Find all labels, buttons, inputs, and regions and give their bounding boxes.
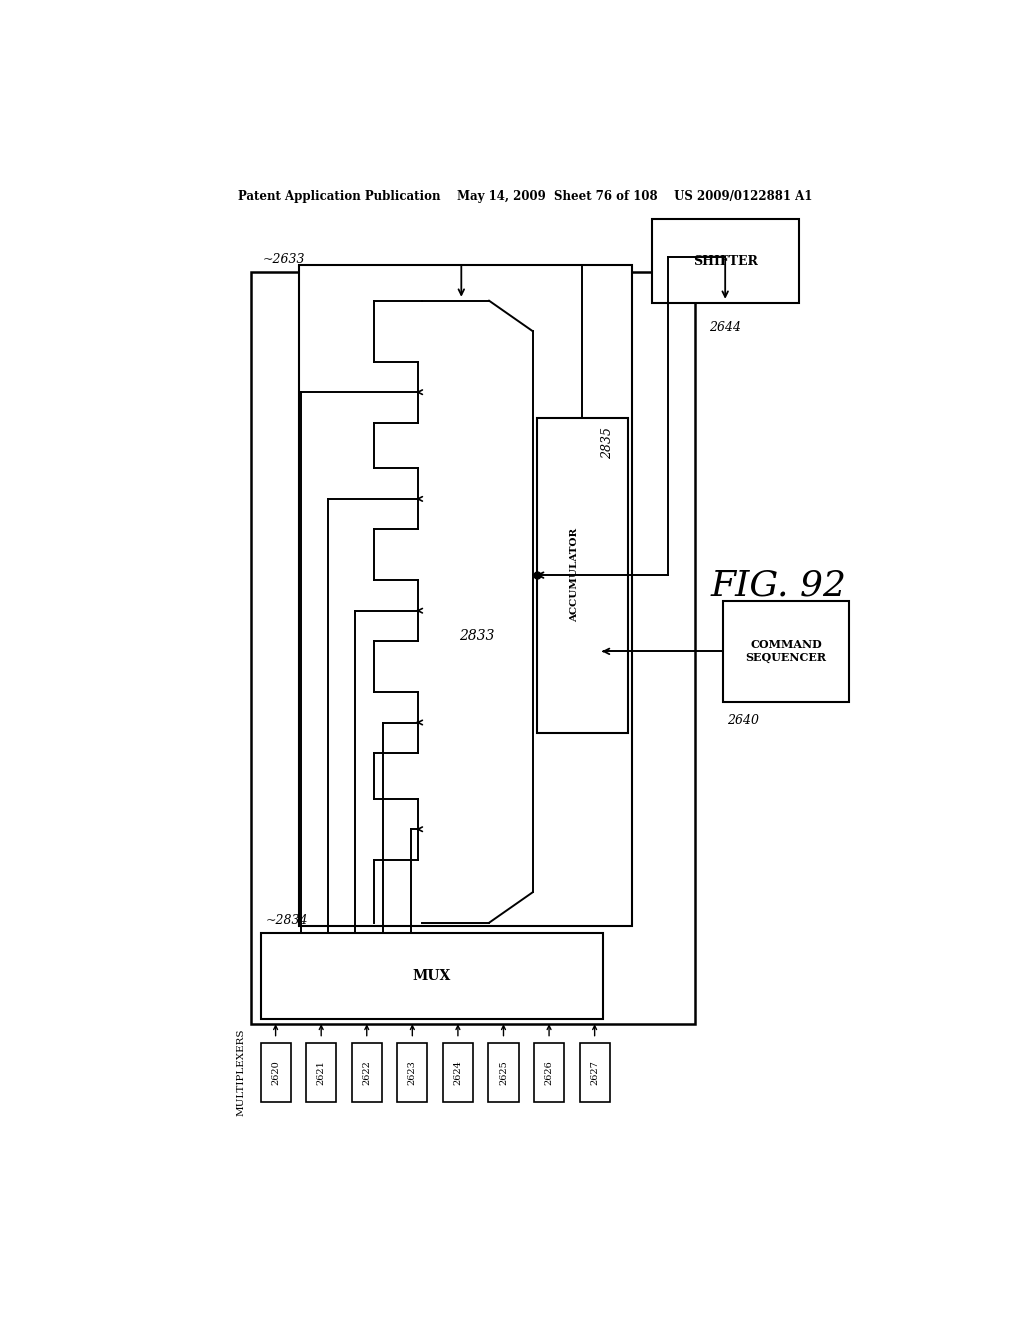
Text: 2623: 2623 xyxy=(408,1060,417,1085)
Text: 2835: 2835 xyxy=(601,426,614,459)
Bar xyxy=(488,1043,518,1102)
Text: 2833: 2833 xyxy=(460,630,495,643)
Bar xyxy=(442,1043,473,1102)
Text: FIG. 92: FIG. 92 xyxy=(711,569,847,602)
Text: SHIFTER: SHIFTER xyxy=(693,255,758,268)
Text: MULTIPLEXERS: MULTIPLEXERS xyxy=(237,1028,246,1115)
Text: Patent Application Publication    May 14, 2009  Sheet 76 of 108    US 2009/01228: Patent Application Publication May 14, 2… xyxy=(238,190,812,202)
Bar xyxy=(299,265,632,925)
Bar xyxy=(537,417,628,733)
Text: MUX: MUX xyxy=(413,969,452,983)
Bar xyxy=(351,1043,382,1102)
Text: 2621: 2621 xyxy=(316,1060,326,1085)
Text: COMMAND
SEQUENCER: COMMAND SEQUENCER xyxy=(745,639,826,664)
Bar xyxy=(652,219,799,302)
Bar xyxy=(306,1043,336,1102)
Text: ACCUMULATOR: ACCUMULATOR xyxy=(570,528,579,622)
Text: 2620: 2620 xyxy=(271,1060,281,1085)
Text: 2644: 2644 xyxy=(710,321,741,334)
Text: ~2834: ~2834 xyxy=(265,913,308,927)
Text: 2626: 2626 xyxy=(545,1060,554,1085)
Text: 2625: 2625 xyxy=(499,1060,508,1085)
Bar xyxy=(251,272,695,1024)
Bar xyxy=(534,1043,564,1102)
Bar xyxy=(260,1043,291,1102)
Bar xyxy=(261,933,602,1019)
Text: 2627: 2627 xyxy=(590,1060,599,1085)
Text: 2624: 2624 xyxy=(454,1060,463,1085)
Bar xyxy=(723,601,849,702)
Bar xyxy=(397,1043,427,1102)
Bar xyxy=(580,1043,609,1102)
Text: 2622: 2622 xyxy=(362,1060,372,1085)
Text: ~2633: ~2633 xyxy=(263,253,305,267)
Text: 2640: 2640 xyxy=(727,714,759,727)
